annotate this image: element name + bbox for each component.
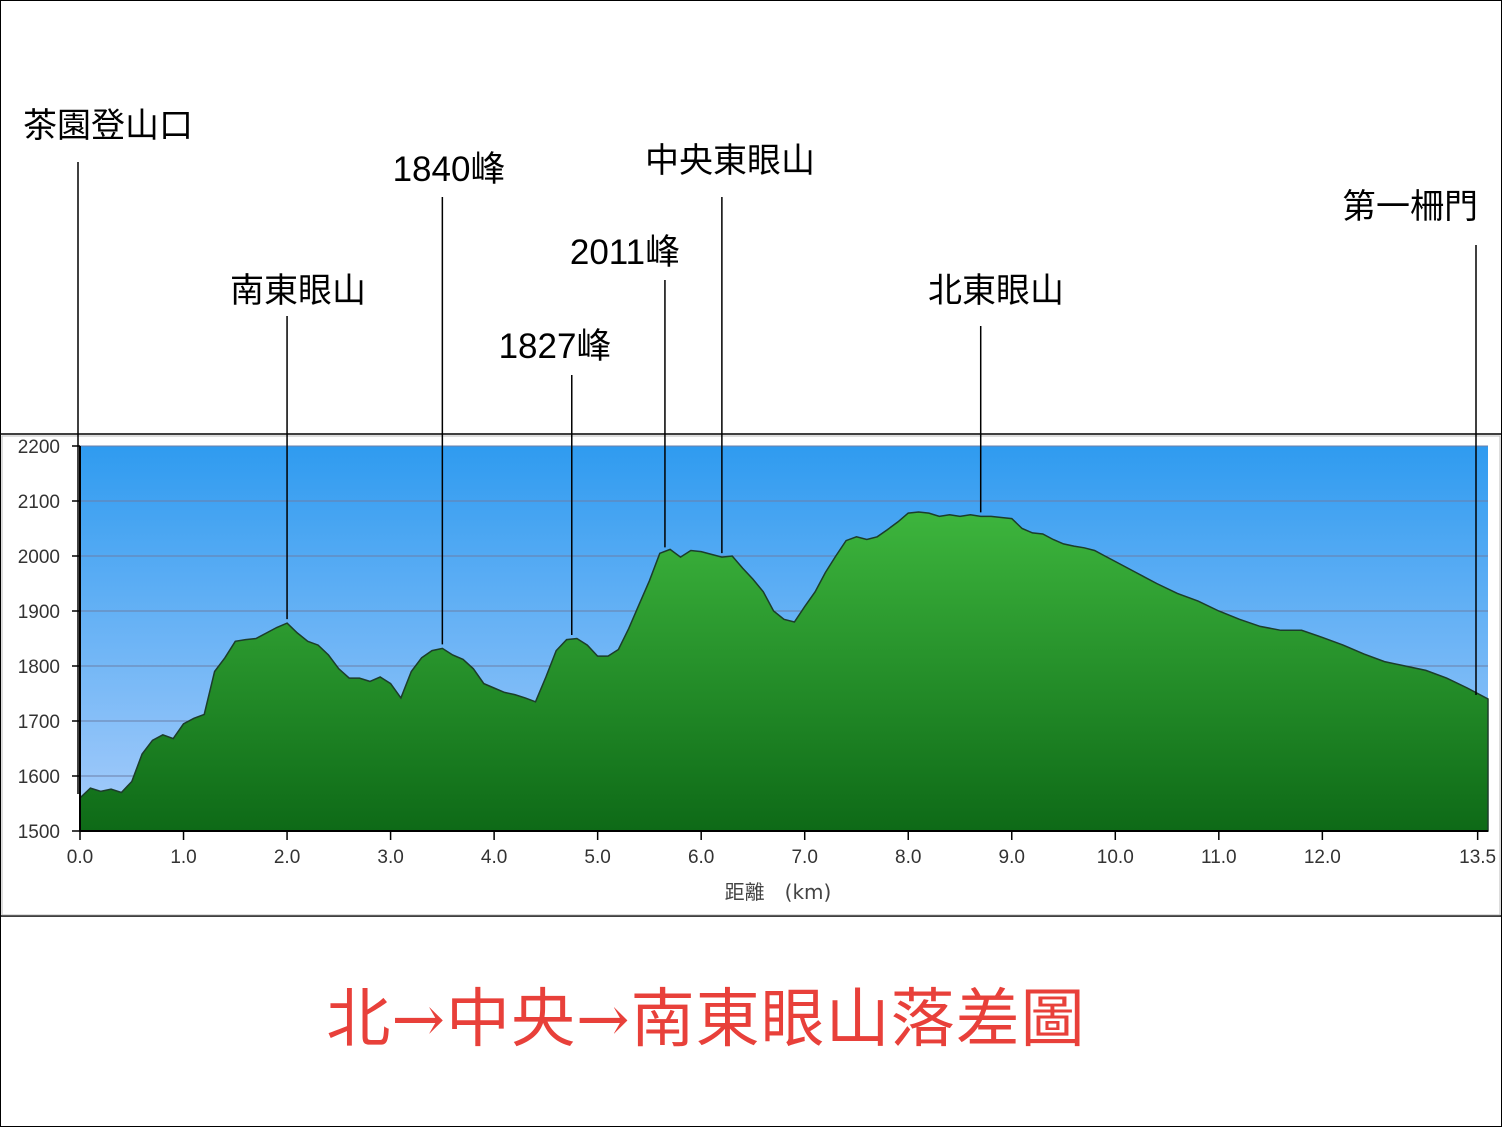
elevation-area xyxy=(79,511,1489,832)
x-tick-label: 10.0 xyxy=(1097,847,1134,868)
annotation-label: 茶園登山口 xyxy=(23,106,193,146)
annotation-label: 1827峰 xyxy=(499,327,612,366)
x-axis-label: 距離 (km) xyxy=(725,880,832,904)
x-tick-label: 11.0 xyxy=(1201,847,1237,868)
axes: 1500 1600 1700 1800 1900 2000 2100 2200 0.0 1.0 2.… xyxy=(18,437,1496,868)
y-tick-label: 1800 xyxy=(18,657,60,678)
x-tick-label: 13.5 xyxy=(1459,847,1496,868)
x-tick-label: 2.0 xyxy=(274,847,300,868)
page-title: 北→中央→南東眼山落差圖 xyxy=(326,983,1086,1057)
x-tick-label: 5.0 xyxy=(584,847,610,868)
y-tick-label: 2000 xyxy=(18,547,60,568)
annotation-label: 1840峰 xyxy=(393,150,506,189)
annotation-label: 2011峰 xyxy=(570,233,680,272)
y-tick-label: 2100 xyxy=(18,492,60,513)
annotation-label: 北東眼山 xyxy=(928,271,1064,311)
y-tick-label: 1900 xyxy=(18,602,60,623)
x-tick-label: 12.0 xyxy=(1304,847,1341,868)
x-tick-label: 6.0 xyxy=(688,847,714,868)
annotation-label: 第一柵門 xyxy=(1342,187,1478,227)
y-tick-label: 1500 xyxy=(18,822,60,843)
x-tick-label: 9.0 xyxy=(999,847,1025,868)
y-tick-label: 1700 xyxy=(18,712,60,733)
x-tick-label: 0.0 xyxy=(67,847,93,868)
annotation-label: 南東眼山 xyxy=(230,271,366,311)
x-tick-label: 1.0 xyxy=(170,847,196,868)
x-tick-label: 7.0 xyxy=(791,847,817,868)
x-tick-label: 4.0 xyxy=(481,847,507,868)
x-tick-label: 8.0 xyxy=(895,847,921,868)
y-tick-label: 1600 xyxy=(18,767,60,788)
annotation-label: 中央東眼山 xyxy=(645,141,815,181)
x-tick-label: 3.0 xyxy=(377,847,403,868)
y-tick-label: 2200 xyxy=(18,437,60,458)
